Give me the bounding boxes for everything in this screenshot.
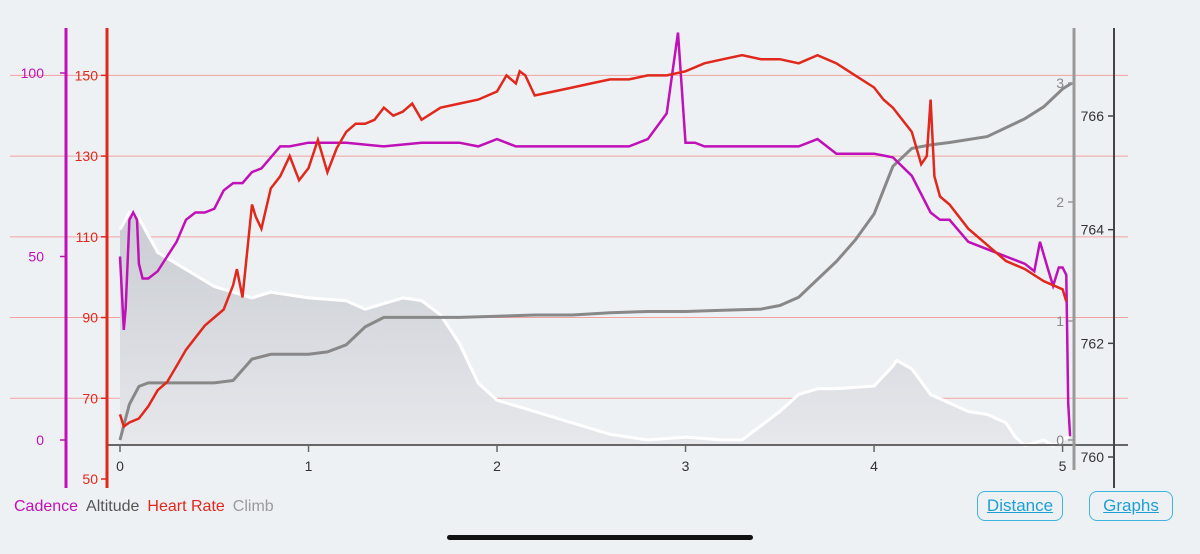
cadence-tick-label: 0 <box>36 432 44 448</box>
altitude-area <box>120 212 1072 446</box>
heart-rate-tick-label: 110 <box>76 229 99 245</box>
altitude-tick-label: 760 <box>1081 449 1105 465</box>
chart-svg: 0 1 2 3 4 50501005070901101301500123760762764… <box>10 28 1128 488</box>
legend: Cadence Altitude Heart Rate Climb <box>14 498 274 516</box>
legend-heart-rate: Heart Rate <box>147 498 225 515</box>
graphs-button[interactable]: Graphs <box>1089 491 1173 521</box>
cadence-tick-label: 100 <box>21 65 45 81</box>
heart-rate-tick-label: 150 <box>75 67 99 83</box>
distance-button[interactable]: Distance <box>977 491 1063 521</box>
altitude-tick-label: 762 <box>1081 335 1105 351</box>
climb-tick-label: 3 <box>1056 75 1064 91</box>
climb-tick-label: 0 <box>1056 432 1064 448</box>
x-tick-label: 2 <box>493 458 501 474</box>
heart-rate-line <box>118 53 1068 429</box>
x-tick-label: 5 <box>1059 458 1067 474</box>
heart-rate-tick-label: 90 <box>82 310 98 326</box>
heart-rate-tick-label: 50 <box>82 471 98 487</box>
legend-climb: Climb <box>232 498 274 515</box>
altitude-line <box>118 210 1073 448</box>
heart-rate-tick-label: 130 <box>75 148 99 164</box>
x-tick-label: 3 <box>682 458 690 474</box>
climb-line <box>118 81 1073 441</box>
altitude-tick-label: 766 <box>1081 108 1105 124</box>
x-tick-label: 0 <box>116 458 124 474</box>
legend-cadence: Cadence <box>14 498 79 515</box>
cadence-line <box>118 32 1072 437</box>
climb-tick-label: 1 <box>1056 313 1064 329</box>
altitude-tick-label: 764 <box>1081 222 1105 238</box>
x-tick-label: 4 <box>870 458 878 474</box>
heart-rate-tick-label: 70 <box>82 390 98 406</box>
axes: 0 1 2 3 4 50501005070901101301500123760762764… <box>21 28 1128 488</box>
legend-altitude: Altitude <box>86 498 140 515</box>
cadence-tick-label: 50 <box>28 249 44 265</box>
home-indicator <box>447 535 753 540</box>
x-tick-label: 1 <box>305 458 313 474</box>
climb-tick-label: 2 <box>1056 194 1064 210</box>
